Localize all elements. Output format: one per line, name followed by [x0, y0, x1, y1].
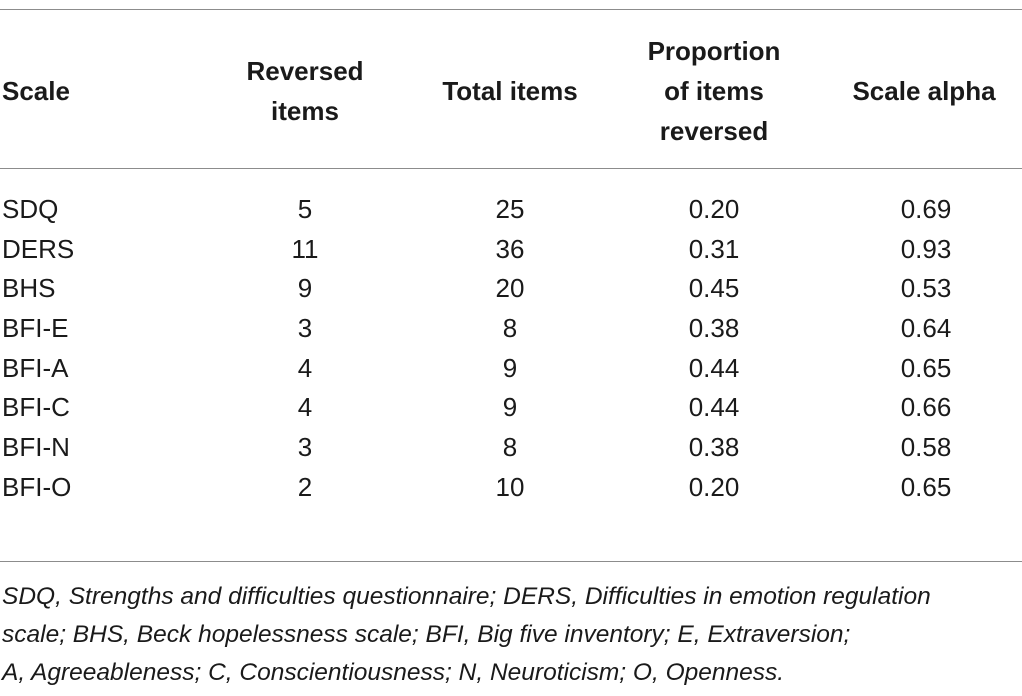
cell-scale: BFI-N	[2, 432, 70, 463]
header-reversed-items: Reversed items	[205, 30, 405, 152]
table-row: BFI-N 3 8 0.38 0.58	[0, 427, 1022, 467]
cell-reversed-items: 3	[297, 313, 313, 344]
header-proportion-line-1: Proportion	[647, 36, 781, 66]
cell-alpha: 0.58	[900, 432, 952, 463]
cell-scale: BFI-E	[2, 313, 69, 344]
cell-reversed-items: 11	[291, 233, 319, 264]
footnote-line: scale; BHS, Beck hopelessness scale; BFI…	[2, 621, 851, 648]
cell-scale: SDQ	[2, 194, 59, 224]
cell-proportion: 0.20	[688, 194, 740, 224]
table-top-rule	[0, 9, 1022, 10]
cell-total-items: 10	[495, 471, 525, 502]
cell-proportion: 0.20	[688, 471, 740, 502]
cell-total-items: 8	[502, 432, 518, 463]
table-footnote: SDQ, Strengths and difficulties question…	[2, 578, 1017, 692]
cell-scale: BFI-C	[2, 392, 70, 423]
cell-scale: BFI-O	[2, 471, 72, 502]
cell-proportion: 0.38	[688, 313, 740, 344]
header-proportion-reversed: Proportion of items reversed	[614, 30, 814, 152]
cell-scale: DERS	[2, 233, 75, 264]
table-body: SDQ 5 25 0.20 0.69 DERS 11 36 0.31 0.93 …	[0, 189, 1022, 507]
footnote-line: A, Agreeableness; C, Conscientiousness; …	[2, 659, 785, 686]
table-row: BFI-E 3 8 0.38 0.64	[0, 308, 1022, 348]
table-bottom-rule	[0, 561, 1022, 562]
cell-reversed-items: 2	[297, 471, 313, 502]
cell-scale: BFI-A	[2, 352, 69, 383]
cell-alpha: 0.65	[900, 471, 952, 502]
cell-reversed-items: 3	[297, 432, 313, 463]
cell-total-items: 25	[495, 194, 525, 224]
cell-alpha: 0.65	[900, 352, 952, 383]
cell-reversed-items: 4	[297, 392, 313, 423]
header-alpha-label: Scale alpha	[852, 76, 996, 106]
cell-total-items: 9	[502, 392, 518, 423]
header-total-label: Total items	[442, 76, 578, 106]
header-scale-alpha: Scale alpha	[826, 30, 1022, 152]
cell-proportion: 0.44	[688, 392, 740, 423]
table-row: BFI-A 4 9 0.44 0.65	[0, 348, 1022, 388]
cell-reversed-items: 5	[297, 194, 313, 224]
header-scale: Scale	[2, 30, 162, 152]
header-proportion-line-2: of items	[664, 76, 764, 106]
cell-alpha: 0.93	[900, 233, 952, 264]
cell-alpha: 0.69	[900, 194, 952, 224]
cell-total-items: 8	[502, 313, 518, 344]
cell-reversed-items: 4	[297, 352, 313, 383]
cell-proportion: 0.38	[688, 432, 740, 463]
header-total-items: Total items	[410, 30, 610, 152]
cell-alpha: 0.53	[900, 273, 952, 304]
cell-proportion: 0.45	[688, 273, 740, 304]
cell-proportion: 0.31	[688, 233, 740, 264]
footnote-line: SDQ, Strengths and difficulties question…	[2, 583, 931, 610]
header-proportion-line-3: reversed	[659, 116, 769, 146]
table-row: BFI-O 2 10 0.20 0.65	[0, 467, 1022, 507]
table-row: SDQ 5 25 0.20 0.69	[0, 189, 1022, 229]
header-reversed-line-1: Reversed	[246, 56, 364, 86]
cell-proportion: 0.44	[688, 352, 740, 383]
cell-total-items: 36	[495, 233, 525, 264]
table-header-rule	[0, 168, 1022, 169]
cell-alpha: 0.66	[900, 392, 952, 423]
cell-total-items: 9	[502, 352, 518, 383]
cell-alpha: 0.64	[900, 313, 952, 344]
cell-scale: BHS	[2, 273, 56, 304]
cell-total-items: 20	[495, 273, 525, 304]
header-reversed-line-2: items	[271, 96, 339, 126]
cell-reversed-items: 9	[297, 273, 313, 304]
header-scale-label: Scale	[2, 76, 70, 106]
table-row: BHS 9 20 0.45 0.53	[0, 268, 1022, 308]
table-row: DERS 11 36 0.31 0.93	[0, 229, 1022, 269]
table-row: BFI-C 4 9 0.44 0.66	[0, 387, 1022, 427]
